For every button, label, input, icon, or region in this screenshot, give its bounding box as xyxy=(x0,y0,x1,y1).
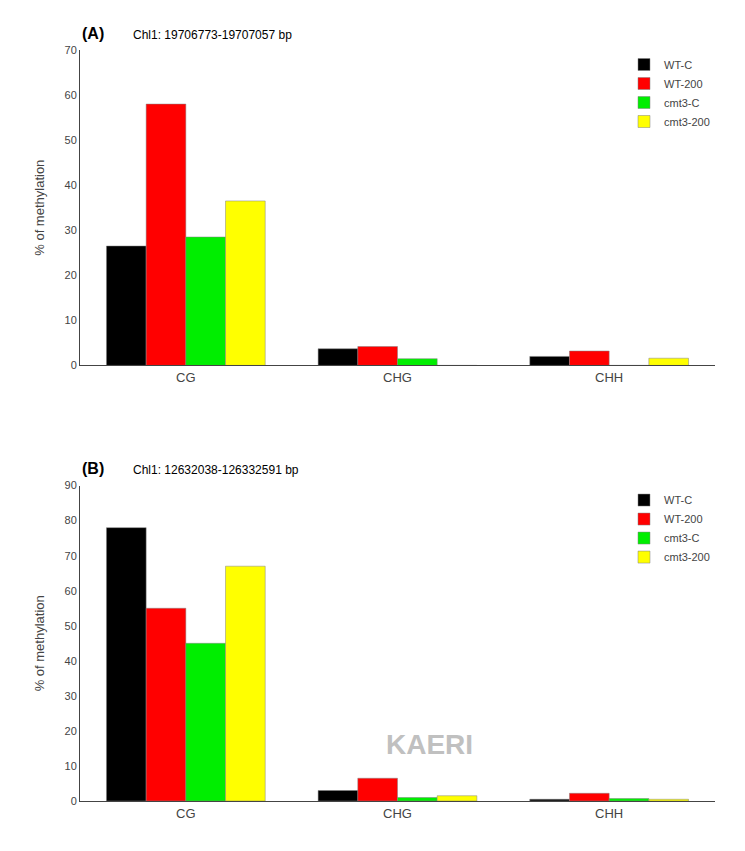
svg-text:Chl1: 12632038-126332591 bp: Chl1: 12632038-126332591 bp xyxy=(133,463,299,477)
svg-text:30: 30 xyxy=(65,690,77,702)
svg-text:10: 10 xyxy=(65,314,77,326)
svg-text:CHG: CHG xyxy=(383,806,412,821)
svg-text:% of methylation: % of methylation xyxy=(32,595,47,691)
svg-text:Chl1: 19706773-19707057 bp: Chl1: 19706773-19707057 bp xyxy=(133,28,292,42)
svg-text:50: 50 xyxy=(65,134,77,146)
svg-text:90: 90 xyxy=(65,479,77,491)
svg-text:CHH: CHH xyxy=(595,370,623,385)
svg-text:(B): (B) xyxy=(82,460,104,477)
svg-text:WT-C: WT-C xyxy=(664,59,692,71)
svg-text:50: 50 xyxy=(65,620,77,632)
svg-text:(A): (A) xyxy=(82,25,104,42)
svg-text:40: 40 xyxy=(65,655,77,667)
svg-text:60: 60 xyxy=(65,585,77,597)
svg-text:CG: CG xyxy=(176,370,196,385)
svg-text:WT-200: WT-200 xyxy=(664,78,703,90)
svg-text:0: 0 xyxy=(71,795,77,807)
svg-text:70: 70 xyxy=(65,44,77,56)
svg-text:40: 40 xyxy=(65,179,77,191)
svg-text:WT-200: WT-200 xyxy=(664,513,703,525)
svg-text:70: 70 xyxy=(65,550,77,562)
svg-text:0: 0 xyxy=(71,359,77,371)
svg-text:cmt3-C: cmt3-C xyxy=(664,97,700,109)
svg-text:30: 30 xyxy=(65,224,77,236)
svg-text:cmt3-200: cmt3-200 xyxy=(664,551,710,563)
svg-text:WT-C: WT-C xyxy=(664,494,692,506)
svg-text:cmt3-200: cmt3-200 xyxy=(664,116,710,128)
svg-text:10: 10 xyxy=(65,760,77,772)
svg-text:CG: CG xyxy=(176,806,196,821)
svg-text:20: 20 xyxy=(65,269,77,281)
svg-text:KAERI: KAERI xyxy=(386,729,473,760)
svg-text:CHH: CHH xyxy=(595,806,623,821)
svg-text:cmt3-C: cmt3-C xyxy=(664,532,700,544)
svg-text:CHG: CHG xyxy=(383,370,412,385)
svg-text:60: 60 xyxy=(65,89,77,101)
svg-text:80: 80 xyxy=(65,514,77,526)
svg-text:20: 20 xyxy=(65,725,77,737)
svg-text:% of methylation: % of methylation xyxy=(32,160,47,256)
